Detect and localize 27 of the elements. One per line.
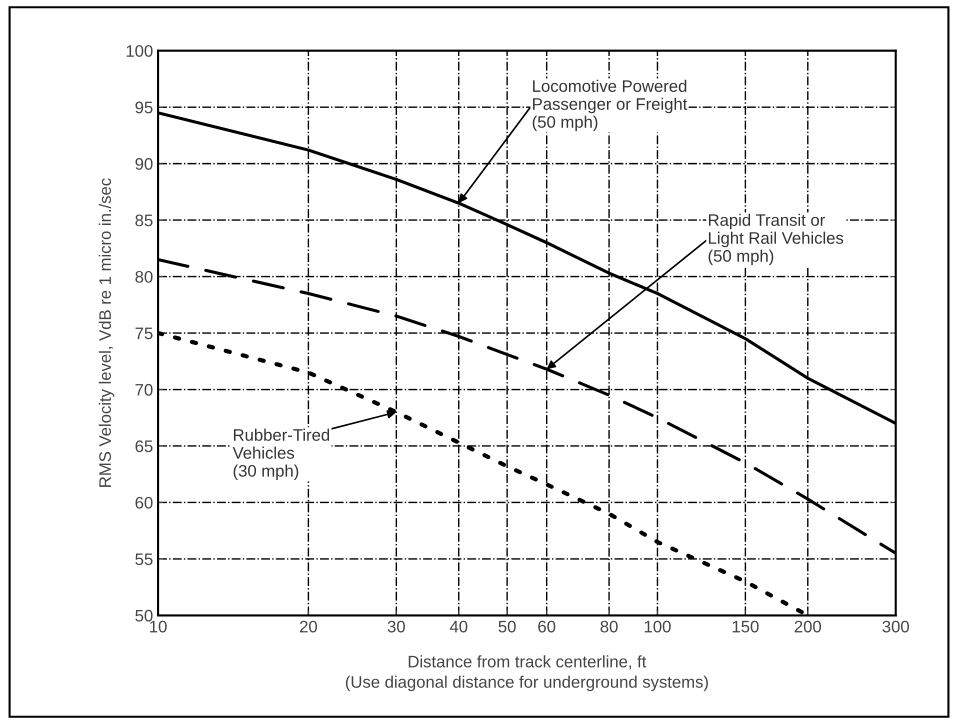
x-tick-label: 30 [388,620,405,633]
x-tick-label: 150 [732,620,759,633]
x-tick-label: 10 [150,620,167,633]
x-axis-title: Distance from track centerline, ft (Use diagonal distance for underground systems) [346,655,708,692]
annotation: Rapid Transit or Light Rail Vehicles (50 mph) [708,214,844,266]
y-tick-label: 60 [136,496,153,509]
y-tick-label: 90 [135,158,153,170]
y-tick-label: 80 [135,270,153,283]
annotation: Locomotive Powered Passenger or Freight (50 mph) [532,80,688,132]
y-tick-label: 85 [135,214,153,226]
y-axis-title: RMS Velocity level, VdB re 1 micro in./sec [98,178,114,487]
y-tick-label: 100 [126,45,153,57]
y-tick-label: 55 [135,554,153,566]
y-tick-label: 50 [135,610,153,622]
y-tick-label: 95 [135,102,153,114]
x-tick-label: 100 [644,620,671,633]
x-tick-label: 40 [450,620,468,633]
x-tick-label: 50 [498,620,516,633]
y-tick-label: 75 [136,328,153,340]
x-tick-label: 20 [300,620,318,633]
x-tick-label: 300 [882,620,909,633]
y-tick-label: 65 [136,440,153,452]
y-tick-label: 70 [136,384,153,396]
x-tick-label: 60 [538,620,556,633]
x-tick-label: 80 [600,620,618,633]
annotation: Rubber-Tired Vehicles (30 mph) [232,428,330,480]
x-tick-label: 200 [794,620,822,633]
